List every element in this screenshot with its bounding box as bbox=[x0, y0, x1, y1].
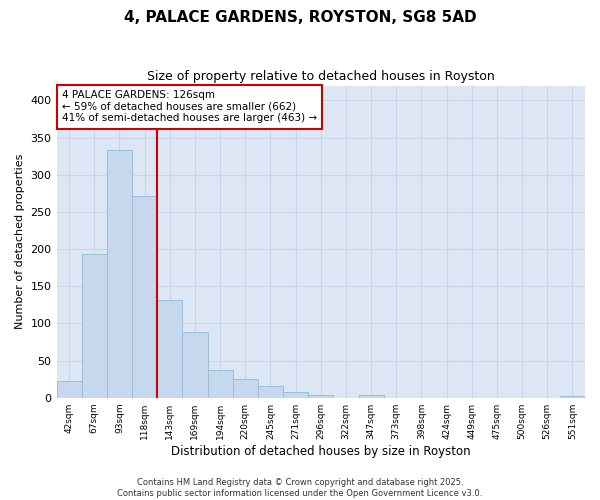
Bar bbox=[182, 332, 208, 398]
X-axis label: Distribution of detached houses by size in Royston: Distribution of detached houses by size … bbox=[171, 444, 470, 458]
Title: Size of property relative to detached houses in Royston: Size of property relative to detached ho… bbox=[147, 70, 494, 83]
Bar bbox=[308, 396, 334, 398]
Y-axis label: Number of detached properties: Number of detached properties bbox=[15, 154, 25, 330]
Bar bbox=[82, 254, 107, 398]
Bar bbox=[283, 392, 308, 398]
Bar bbox=[233, 379, 258, 398]
Bar bbox=[107, 150, 132, 398]
Bar bbox=[132, 196, 157, 398]
Bar bbox=[258, 386, 283, 398]
Bar bbox=[359, 396, 383, 398]
Bar bbox=[56, 380, 82, 398]
Text: Contains HM Land Registry data © Crown copyright and database right 2025.
Contai: Contains HM Land Registry data © Crown c… bbox=[118, 478, 482, 498]
Text: 4 PALACE GARDENS: 126sqm
← 59% of detached houses are smaller (662)
41% of semi-: 4 PALACE GARDENS: 126sqm ← 59% of detach… bbox=[62, 90, 317, 124]
Bar bbox=[208, 370, 233, 398]
Text: 4, PALACE GARDENS, ROYSTON, SG8 5AD: 4, PALACE GARDENS, ROYSTON, SG8 5AD bbox=[124, 10, 476, 25]
Bar bbox=[560, 396, 585, 398]
Bar bbox=[157, 300, 182, 398]
